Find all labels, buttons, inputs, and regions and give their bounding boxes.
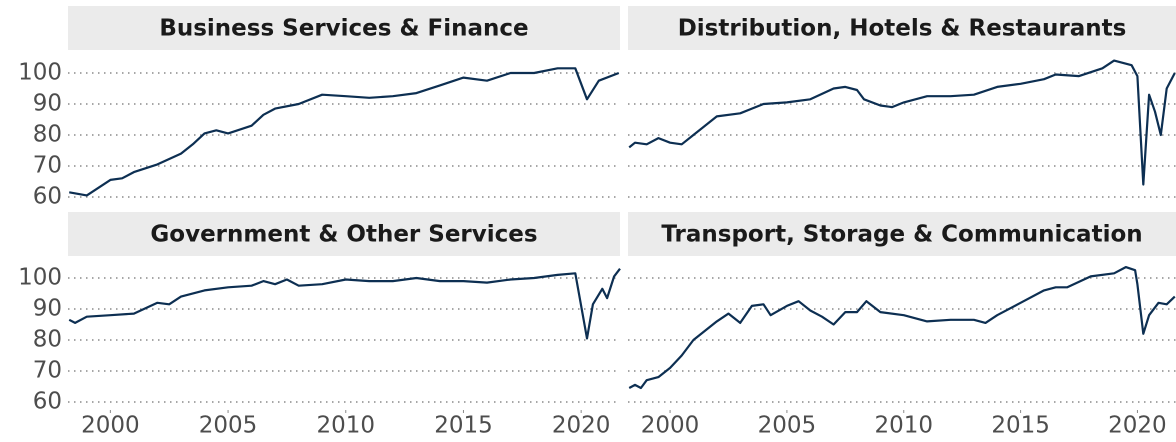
strip [68, 212, 620, 256]
y-tick-label: 60 [33, 388, 62, 414]
x-tick-label: 2015 [434, 413, 493, 439]
y-tick-label: 80 [33, 121, 62, 147]
data-line [628, 266, 1176, 390]
x-tick-label: 2010 [874, 413, 933, 439]
x-tick-label: 2005 [758, 413, 817, 439]
y-tick-label: 80 [33, 326, 62, 352]
y-tick-label: 60 [33, 183, 62, 209]
y-tick-label: 70 [33, 357, 62, 383]
x-tick-label: 2020 [552, 413, 611, 439]
y-tick-label: 90 [33, 295, 62, 321]
x-tick-label: 2000 [81, 413, 140, 439]
y-tick-label: 100 [18, 59, 62, 85]
y-tick-label: 70 [33, 152, 62, 178]
panel-title: Government & Other Services [150, 222, 537, 248]
strip [628, 6, 1176, 50]
x-tick-label: 2000 [641, 413, 700, 439]
panel-title: Transport, Storage & Communication [661, 222, 1142, 248]
data-line [69, 67, 620, 197]
y-tick-label: 90 [33, 90, 62, 116]
x-tick-label: 2005 [199, 413, 258, 439]
y-tick-label: 100 [18, 264, 62, 290]
x-tick-label: 2015 [991, 413, 1050, 439]
x-tick-label: 2010 [316, 413, 375, 439]
panel-title: Distribution, Hotels & Restaurants [678, 16, 1127, 42]
strip [628, 212, 1176, 256]
strip [68, 6, 620, 50]
x-tick-label: 2020 [1108, 413, 1167, 439]
data-line [628, 59, 1176, 186]
panel-title: Business Services & Finance [159, 16, 528, 42]
data-line [68, 268, 621, 340]
